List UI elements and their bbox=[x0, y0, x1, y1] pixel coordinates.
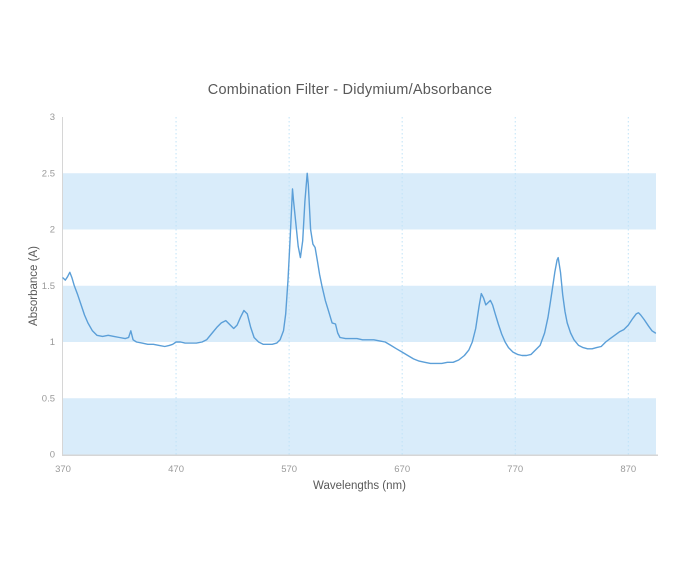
y-tick-label: 1 bbox=[50, 337, 55, 348]
y-tick-label: 3 bbox=[50, 112, 55, 123]
x-tick-label: 670 bbox=[394, 464, 410, 475]
x-tick-label: 870 bbox=[620, 464, 636, 475]
y-tick-label: 2 bbox=[50, 225, 55, 236]
chart-title: Combination Filter - Didymium/Absorbance bbox=[207, 82, 493, 98]
y-tick-label: 0.5 bbox=[42, 393, 55, 404]
x-tick-label: 770 bbox=[507, 464, 523, 475]
y-tick-label: 0 bbox=[50, 450, 55, 461]
x-tick-label: 470 bbox=[168, 464, 184, 475]
x-tick-label: 370 bbox=[55, 464, 71, 475]
absorbance-band bbox=[63, 285, 656, 342]
y-tick-label: 2.5 bbox=[42, 168, 55, 179]
absorbance-band bbox=[63, 173, 656, 230]
x-tick-label: 570 bbox=[281, 464, 297, 475]
x-axis-title: Wavelengths (nm) bbox=[313, 480, 406, 492]
absorbance-line bbox=[62, 172, 657, 365]
absorbance-band bbox=[63, 398, 656, 455]
y-tick-label: 1.5 bbox=[42, 281, 55, 292]
